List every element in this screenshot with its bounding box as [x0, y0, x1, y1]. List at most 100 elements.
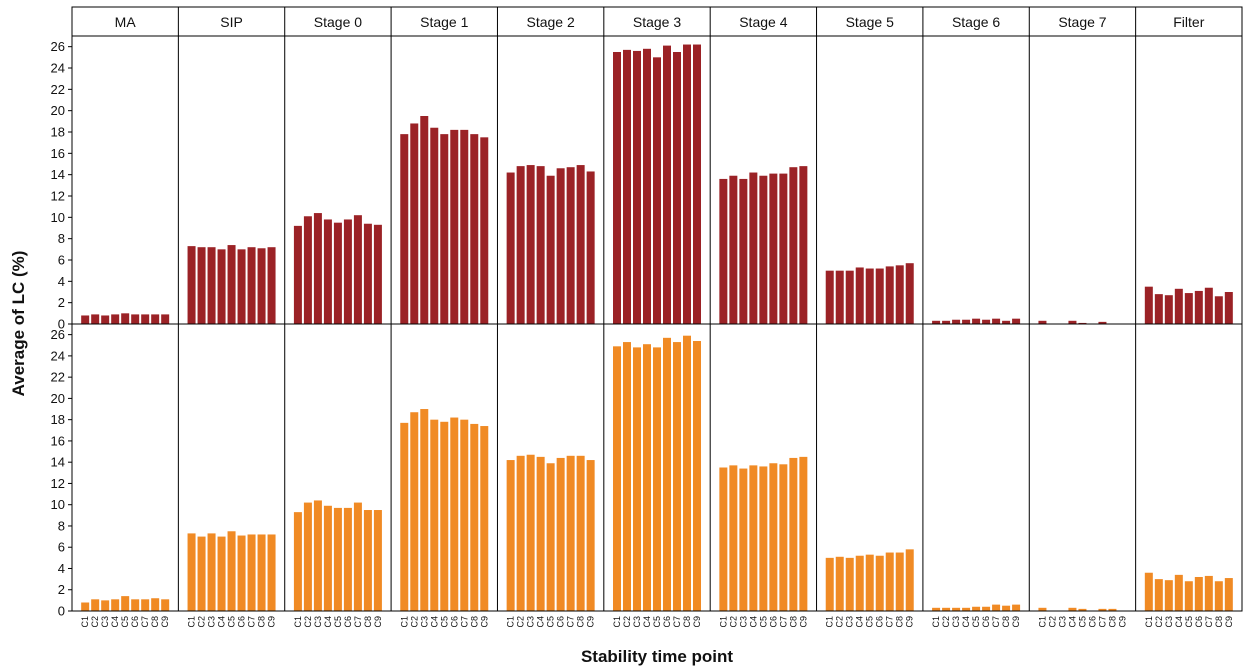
category-label: C7	[1097, 616, 1107, 628]
bar	[460, 129, 469, 324]
y-tick-label: 8	[58, 518, 65, 533]
bar	[470, 134, 479, 324]
bar	[81, 315, 90, 324]
bar	[1144, 286, 1153, 324]
y-tick-label: 4	[58, 561, 65, 576]
category-label: C5	[652, 616, 662, 628]
bar	[410, 412, 419, 611]
bar	[303, 502, 312, 611]
bar	[161, 314, 170, 324]
y-tick-label: 10	[51, 210, 65, 225]
panel-label: Stage 1	[420, 14, 468, 30]
bar	[952, 319, 961, 324]
y-tick-label: 6	[58, 253, 65, 268]
bar	[101, 600, 110, 611]
bar	[450, 417, 459, 611]
y-tick-label: 10	[51, 497, 65, 512]
bar	[373, 510, 382, 611]
category-label: C8	[257, 616, 267, 628]
category-label: C9	[160, 616, 170, 628]
category-label: C9	[373, 616, 383, 628]
panel-label: Stage 7	[1058, 14, 1106, 30]
bar	[673, 52, 681, 324]
bar	[885, 266, 894, 324]
bar	[1214, 581, 1223, 611]
bar	[779, 464, 788, 611]
bar	[875, 268, 884, 324]
category-label: C5	[333, 616, 343, 628]
category-label: C5	[439, 616, 449, 628]
category-label: C2	[197, 616, 207, 628]
bar	[576, 165, 585, 324]
bar	[613, 52, 621, 324]
bar	[673, 342, 681, 611]
y-tick-label: 12	[51, 189, 65, 204]
panel-headers: MA SIP Stage 0 Stage 1 Stage 2 Stage 3 Stage 4…	[71, 6, 1243, 37]
bar	[865, 554, 874, 611]
category-label: C7	[140, 616, 150, 628]
bar	[633, 347, 641, 611]
bar	[1098, 608, 1107, 611]
bar	[789, 457, 798, 611]
category-label: C8	[682, 616, 692, 628]
bar	[653, 347, 661, 611]
bar	[729, 175, 738, 324]
category-label: C4	[961, 616, 971, 628]
bar	[420, 116, 429, 324]
category-label: C3	[845, 616, 855, 628]
category-label: C6	[662, 616, 672, 628]
bar	[400, 422, 409, 611]
category-label: C3	[100, 616, 110, 628]
bar	[825, 557, 834, 611]
bar	[1068, 607, 1077, 611]
bar	[227, 531, 236, 611]
bar	[992, 604, 1001, 611]
category-label: C2	[303, 616, 313, 628]
category-label: C5	[120, 616, 130, 628]
category-label: C5	[1184, 616, 1194, 628]
y-tick-label: 18	[51, 125, 65, 140]
bar	[1204, 287, 1213, 324]
bar	[343, 507, 352, 611]
panel-header-strip	[71, 6, 1243, 37]
bar	[855, 555, 864, 611]
bar	[962, 607, 971, 611]
bar	[293, 512, 302, 611]
bar	[460, 419, 469, 611]
category-label: C1	[187, 616, 197, 628]
panel-label: Stage 2	[527, 14, 575, 30]
bar	[693, 44, 701, 324]
category-label: C2	[1154, 616, 1164, 628]
bar	[1224, 578, 1233, 611]
bar	[536, 166, 545, 324]
y-tick-label: 2	[58, 295, 65, 310]
category-label: C6	[875, 616, 885, 628]
y-tick-label: 26	[51, 39, 65, 54]
y-tick-label: 22	[51, 82, 65, 97]
bar	[1174, 574, 1183, 611]
category-label: C3	[526, 616, 536, 628]
category-label: C2	[728, 616, 738, 628]
category-label: C3	[207, 616, 217, 628]
category-label: C8	[788, 616, 798, 628]
bar	[556, 168, 565, 324]
bar	[121, 596, 130, 611]
category-label: C2	[516, 616, 526, 628]
category-label: C3	[419, 616, 429, 628]
bar	[633, 50, 641, 325]
bar	[1038, 607, 1047, 611]
bar	[237, 249, 246, 324]
category-label: C5	[758, 616, 768, 628]
bar	[363, 510, 372, 611]
bar	[131, 599, 140, 611]
bar	[257, 534, 266, 611]
category-label: C1	[506, 616, 516, 628]
bar	[516, 166, 525, 324]
panel-label: Stage 6	[952, 14, 1000, 30]
bar	[480, 137, 489, 324]
bar	[207, 247, 216, 324]
bar	[799, 456, 808, 611]
panel-label: Stage 0	[314, 14, 362, 30]
bar	[440, 421, 449, 611]
bar	[855, 267, 864, 324]
